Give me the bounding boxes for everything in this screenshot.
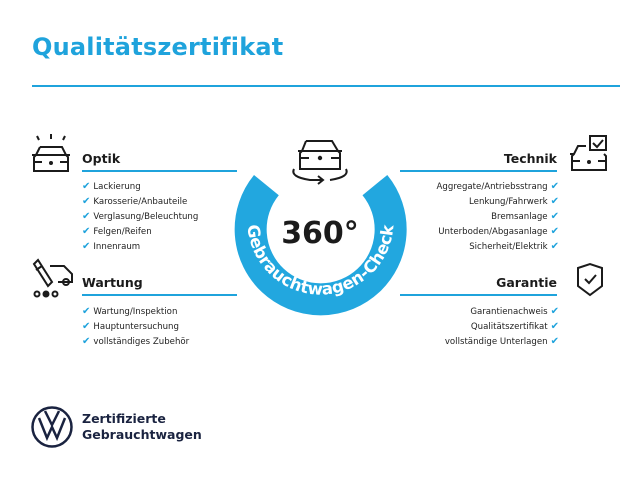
page-title: Qualitätszertifikat: [32, 33, 284, 61]
item-label: Unterboden/Abgasanlage: [438, 227, 548, 237]
item-label: Qualitätszertifikat: [470, 322, 548, 332]
item-label: Verglasung/Beleuchtung: [93, 212, 199, 222]
item-label: Lenkung/Fahrwerk: [469, 197, 548, 207]
list-item: Garantienachweis ✔: [445, 304, 559, 319]
badge-ring: [234, 175, 407, 316]
brand-line-2: Gebrauchtwagen: [82, 427, 202, 442]
list-item: Bremsanlage ✔: [437, 209, 559, 224]
check-icon: ✔: [550, 321, 559, 332]
check-icon: ✔: [550, 241, 559, 252]
list-item: Sicherheit/Elektrik ✔: [437, 239, 559, 254]
list-item: ✔ vollständiges Zubehör: [82, 334, 189, 349]
item-label: Garantienachweis: [470, 307, 548, 317]
check-icon: ✔: [82, 321, 91, 332]
item-label: vollständiges Zubehör: [93, 337, 190, 347]
list-item: Lenkung/Fahrwerk ✔: [437, 194, 559, 209]
brand-line-1: Zertifizierte: [82, 411, 166, 426]
check-icon: ✔: [82, 181, 91, 192]
item-label: Wartung/Inspektion: [93, 307, 178, 317]
check-icon: ✔: [550, 211, 559, 222]
car-lights-icon: [32, 134, 70, 172]
list-item: ✔ Verglasung/Beleuchtung: [82, 209, 198, 224]
section-title-optik: Optik: [82, 151, 121, 166]
check-icon: ✔: [82, 306, 91, 317]
list-item: ✔ Karosserie/Anbauteile: [82, 194, 198, 209]
section-title-technik: Technik: [503, 151, 557, 166]
wartung-list: ✔ Wartung/Inspektion ✔ Hauptuntersuchung ✔…: [82, 304, 189, 349]
item-label: Hauptuntersuchung: [93, 322, 179, 332]
vw-logo: [31, 406, 73, 448]
badge-360-text: 360°: [281, 216, 359, 251]
section-divider-wartung: [82, 294, 237, 296]
item-label: Innenraum: [93, 242, 141, 252]
check-icon: ✔: [82, 241, 91, 252]
car-checkbox-icon: [570, 135, 607, 171]
check-360-badge: Gebrauchtwagen-Check 360°: [234, 140, 407, 316]
list-item: ✔ Wartung/Inspektion: [82, 304, 189, 319]
section-divider-garantie: [400, 294, 557, 296]
list-item: Qualitätszertifikat ✔: [445, 319, 559, 334]
list-item: ✔ Lackierung: [82, 179, 198, 194]
item-label: Felgen/Reifen: [93, 227, 152, 237]
item-label: Aggregate/Antriebsstrang: [436, 182, 548, 192]
service-tools-icon: [32, 258, 73, 298]
list-item: ✔ Felgen/Reifen: [82, 224, 198, 239]
title-divider: [32, 85, 620, 87]
car-rotate-icon: [292, 140, 348, 185]
check-icon: ✔: [550, 181, 559, 192]
item-label: Sicherheit/Elektrik: [469, 242, 548, 252]
check-icon: ✔: [550, 336, 559, 347]
check-icon: ✔: [82, 211, 91, 222]
section-title-wartung: Wartung: [82, 275, 143, 290]
section-divider-optik: [82, 170, 237, 172]
list-item: vollständige Unterlagen ✔: [445, 334, 559, 349]
shield-check-icon: [577, 262, 603, 297]
garantie-list: Garantienachweis ✔ Qualitätszertifikat ✔ v…: [445, 304, 559, 349]
technik-list: Aggregate/Antriebsstrang ✔ Lenkung/Fahrwe…: [437, 179, 559, 254]
list-item: Aggregate/Antriebsstrang ✔: [437, 179, 559, 194]
check-icon: ✔: [550, 306, 559, 317]
item-label: Karosserie/Anbauteile: [93, 197, 188, 207]
check-icon: ✔: [82, 336, 91, 347]
item-label: vollständige Unterlagen: [444, 337, 548, 347]
check-icon: ✔: [82, 196, 91, 207]
list-item: ✔ Hauptuntersuchung: [82, 319, 189, 334]
list-item: Unterboden/Abgasanlage ✔: [437, 224, 559, 239]
check-icon: ✔: [550, 196, 559, 207]
brand-label: Zertifizierte Gebrauchtwagen: [82, 411, 202, 443]
section-title-garantie: Garantie: [496, 275, 557, 290]
section-divider-technik: [400, 170, 557, 172]
check-icon: ✔: [82, 226, 91, 237]
optik-list: ✔ Lackierung ✔ Karosserie/Anbauteile ✔ Verg…: [82, 179, 198, 254]
item-label: Bremsanlage: [491, 212, 548, 222]
item-label: Lackierung: [93, 182, 141, 192]
list-item: ✔ Innenraum: [82, 239, 198, 254]
check-icon: ✔: [550, 226, 559, 237]
